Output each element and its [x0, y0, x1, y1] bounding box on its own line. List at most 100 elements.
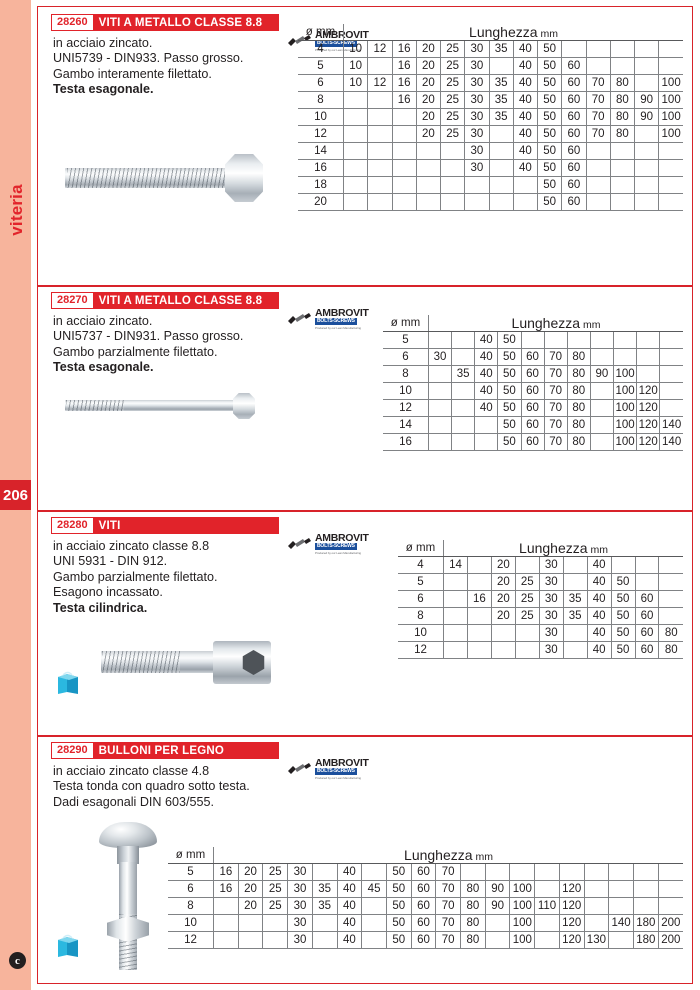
cell-length: 180	[632, 931, 659, 949]
cell-length: 16	[391, 74, 417, 92]
cell-length: 100	[658, 91, 683, 109]
cell-length: 70	[543, 433, 568, 451]
cell-length	[391, 125, 417, 143]
desc-line: UNI5739 - DIN933. Passo grosso.	[53, 51, 244, 66]
cell-length	[509, 863, 536, 881]
cell-length: 30	[287, 914, 313, 932]
cell-length	[361, 931, 387, 949]
cell-length: 60	[634, 624, 660, 642]
cell-diameter: 12	[298, 125, 344, 143]
cell-length	[367, 159, 393, 177]
cell-length	[443, 641, 468, 659]
cell-length: 120	[636, 399, 661, 417]
cell-length	[633, 74, 660, 92]
cell-length: 30	[287, 880, 313, 898]
desc-line: in acciaio zincato.	[53, 36, 153, 50]
cell-length	[443, 607, 468, 625]
cell-length: 45	[361, 880, 387, 898]
table-row: 8 16 20 25 30 35 40 50 60 70 80 90 100	[298, 91, 683, 109]
cell-length	[391, 176, 417, 194]
cell-length: 60	[410, 931, 437, 949]
cell-length: 60	[561, 91, 587, 109]
sidebar-category-label: viteria	[7, 184, 26, 236]
cell-length	[427, 399, 453, 417]
cell-length: 30	[464, 159, 490, 177]
cell-length	[658, 607, 683, 625]
cell-length: 120	[636, 433, 661, 451]
cell-length	[488, 159, 514, 177]
screw-mark-icon	[288, 538, 311, 549]
cell-length: 200	[657, 931, 683, 949]
cell-length: 50	[536, 40, 563, 58]
cell-length	[415, 193, 442, 211]
cell-length	[562, 624, 588, 642]
cell-length	[609, 57, 636, 75]
cell-length: 50	[536, 74, 563, 92]
cell-length: 90	[633, 108, 660, 126]
cell-length	[659, 348, 683, 366]
cell-length: 50	[385, 931, 412, 949]
cell-length: 30	[538, 641, 564, 659]
cell-length: 30	[464, 40, 490, 58]
product-description: in acciaio zincato classe 4.8 Testa tond…	[53, 764, 250, 810]
cell-length: 40	[474, 365, 499, 383]
cell-length	[213, 931, 239, 949]
section-separator-2	[37, 510, 693, 512]
cell-length	[490, 624, 516, 642]
cell-length: 60	[561, 108, 587, 126]
cell-length	[488, 125, 514, 143]
cell-length	[608, 863, 634, 881]
cell-diameter: 8	[298, 91, 344, 109]
cell-length	[608, 897, 634, 915]
cell-length	[534, 880, 560, 898]
cell-length	[634, 556, 660, 574]
cell-length: 16	[391, 57, 417, 75]
spec-table-28260: ø mm Lunghezza mm 4 10 12 16 20 25 30 35 40 50 5 10…	[298, 24, 683, 211]
cell-length	[585, 176, 611, 194]
cell-length: 80	[566, 348, 591, 366]
product-section-28270: 28270 VITI A METALLO CLASSE 8.8 in accia…	[51, 292, 683, 497]
cell-length: 80	[658, 641, 683, 659]
cell-length: 25	[262, 863, 289, 881]
cell-length	[391, 142, 417, 160]
cell-length: 50	[497, 331, 522, 349]
cell-length	[443, 573, 468, 591]
product-code: 28290	[52, 743, 93, 758]
cell-length	[361, 897, 387, 915]
cell-length: 16	[391, 91, 417, 109]
cell-length	[451, 348, 476, 366]
cell-diameter: 12	[383, 399, 429, 417]
cell-length: 40	[512, 142, 539, 160]
cell-length	[534, 914, 560, 932]
cell-length	[585, 40, 611, 58]
cell-length: 90	[633, 91, 660, 109]
cell-length	[658, 176, 683, 194]
cell-length: 80	[566, 365, 591, 383]
cell-diameter: 10	[168, 914, 214, 932]
table-row: 5 20 25 30 40 50	[398, 573, 683, 591]
ambrovit-logo: AMBROVIT BOLTS-SCREWS Produced by our Le…	[287, 308, 369, 330]
cell-length: 30	[538, 573, 564, 591]
cell-length: 20	[415, 40, 442, 58]
cell-length	[262, 914, 289, 932]
cell-length: 50	[536, 125, 563, 143]
cell-length: 50	[497, 416, 522, 434]
table-row: 6 16 20 25 30 35 40 45 50 60 70 80 90 100 120	[168, 880, 683, 898]
cell-length	[609, 142, 636, 160]
table-row: 8 35 40 50 60 70 80 90 100	[383, 365, 683, 383]
cell-length: 120	[558, 897, 585, 915]
cell-length	[342, 176, 369, 194]
cell-diameter: 5	[398, 573, 444, 591]
cell-length: 25	[439, 125, 466, 143]
cell-length	[391, 108, 417, 126]
product-title: BULLONI PER LEGNO	[98, 744, 225, 757]
cell-length: 100	[509, 931, 536, 949]
cell-length: 70	[585, 74, 611, 92]
cell-length	[633, 57, 660, 75]
cell-length: 30	[538, 590, 564, 608]
cell-length: 80	[566, 399, 591, 417]
cell-length: 40	[512, 159, 539, 177]
cell-length: 10	[342, 74, 369, 92]
cell-length	[237, 914, 264, 932]
cell-length	[443, 624, 468, 642]
